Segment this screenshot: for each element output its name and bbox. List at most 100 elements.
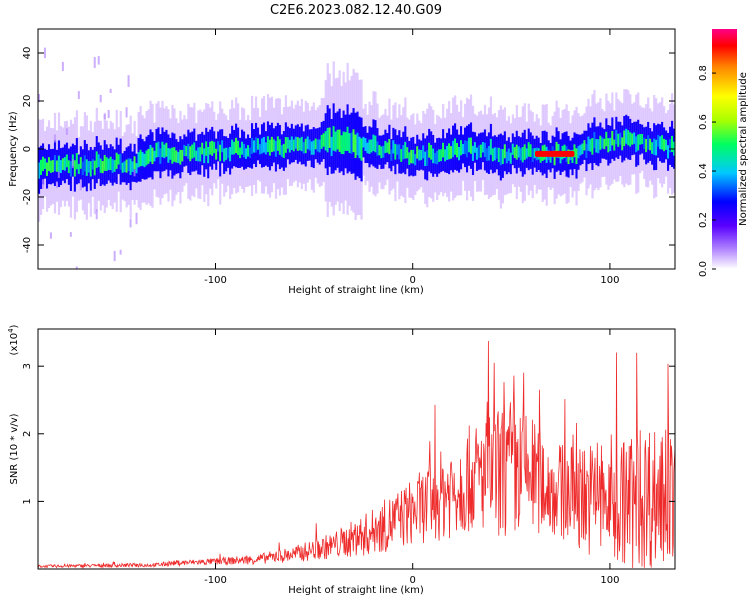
heatmap-core xyxy=(448,143,451,160)
heatmap-core xyxy=(59,160,63,174)
heatmap-core xyxy=(39,159,43,175)
heatmap-core xyxy=(163,144,166,159)
heatmap-core xyxy=(119,153,122,170)
heatmap-core xyxy=(595,139,598,153)
spectrogram-x-tick-label: -100 xyxy=(204,275,227,286)
heatmap-core xyxy=(113,160,116,172)
heatmap-core xyxy=(221,140,224,153)
heatmap-core xyxy=(382,145,385,158)
heatmap-noise xyxy=(43,47,46,59)
heatmap-core xyxy=(390,149,393,161)
heatmap-core xyxy=(579,144,582,156)
heatmap-noise xyxy=(93,57,96,68)
heatmap-core xyxy=(201,142,204,155)
heatmap-core xyxy=(344,132,347,151)
heatmap-core xyxy=(141,152,144,166)
heatmap-core xyxy=(559,150,562,164)
heatmap-core xyxy=(45,162,49,176)
heatmap-core xyxy=(408,152,411,165)
heatmap-core xyxy=(97,154,100,168)
heatmap-core xyxy=(262,136,266,153)
colorbar: 0.0 0.2 0.4 0.6 0.8 Normalized spectral ampl… xyxy=(698,29,749,277)
heatmap-core xyxy=(181,149,184,162)
heatmap-core xyxy=(487,145,491,161)
heatmap-noise xyxy=(99,94,102,103)
heatmap-core xyxy=(619,132,622,145)
heatmap-core xyxy=(507,148,510,161)
heatmap-core xyxy=(467,137,471,153)
heatmap-core xyxy=(332,126,335,151)
heatmap-noise xyxy=(109,88,112,93)
heatmap-noise xyxy=(77,91,80,100)
heatmap-core xyxy=(422,145,425,159)
spectrogram-panel: -100 0 100 40 20 0 -20 -40 Height of straight l… xyxy=(8,28,676,296)
heatmap-core xyxy=(446,145,449,160)
heatmap-core xyxy=(475,147,479,160)
heatmap-core xyxy=(296,137,299,151)
heatmap-noise xyxy=(49,232,52,239)
spectrogram-y-tick-label: 20 xyxy=(22,95,33,108)
heatmap-core xyxy=(237,140,240,155)
colorbar-gradient xyxy=(712,29,737,269)
heatmap-core xyxy=(465,140,469,158)
heatmap-core xyxy=(637,134,640,151)
heatmap-core xyxy=(312,140,315,155)
heatmap-core xyxy=(241,141,244,155)
colorbar-tick-label: 0.6 xyxy=(698,114,709,130)
heatmap-core xyxy=(133,156,136,170)
heatmap-core xyxy=(167,148,170,163)
colorbar-label: Normalized spectral amplitude xyxy=(738,72,749,226)
heatmap-core xyxy=(489,138,493,155)
heatmap-core xyxy=(302,142,305,154)
heatmap-core xyxy=(79,157,82,169)
heatmap-core xyxy=(67,160,71,174)
heatmap-noise xyxy=(113,250,116,262)
heatmap-core xyxy=(553,150,556,166)
heatmap-core xyxy=(105,157,108,172)
heatmap-core xyxy=(380,146,383,159)
heatmap-core xyxy=(527,142,530,157)
heatmap-core xyxy=(360,138,363,161)
heatmap-core xyxy=(173,147,176,162)
heatmap-core xyxy=(57,155,61,172)
heatmap-noise xyxy=(129,218,132,228)
snr-y-tick-label: 3 xyxy=(22,363,33,369)
heatmap-core xyxy=(667,145,670,159)
heatmap-core xyxy=(366,142,369,154)
heatmap-core xyxy=(597,139,600,154)
heatmap-core xyxy=(442,142,445,158)
heatmap-core xyxy=(358,136,361,159)
heatmap-core xyxy=(515,144,518,160)
heatmap-core xyxy=(286,137,290,149)
heatmap-core xyxy=(657,134,660,147)
heatmap-core xyxy=(473,142,477,153)
heatmap-core xyxy=(342,131,345,155)
heatmap-core xyxy=(195,150,198,161)
heatmap-core xyxy=(495,147,499,159)
heatmap-core xyxy=(426,150,429,166)
heatmap-core xyxy=(346,126,349,151)
heatmap-noise xyxy=(125,107,128,118)
heatmap-core xyxy=(639,133,642,145)
heatmap-core xyxy=(320,134,323,149)
heatmap-core xyxy=(533,148,536,159)
heatmap-core xyxy=(589,139,592,152)
heatmap-peak-segment xyxy=(534,150,575,157)
heatmap-core xyxy=(308,139,311,151)
heatmap-core xyxy=(300,136,303,152)
heatmap-core xyxy=(103,154,106,171)
snr-x-tick-label: -100 xyxy=(204,575,227,586)
heatmap-core xyxy=(523,144,526,160)
spectrogram-y-label: Frequency (Hz) xyxy=(8,111,19,187)
heatmap-core xyxy=(89,161,92,177)
heatmap-noise xyxy=(133,169,136,177)
heatmap-core xyxy=(249,147,252,159)
spectrogram-y-tick-label: 40 xyxy=(22,47,33,60)
heatmap-core xyxy=(593,132,596,149)
heatmap-core xyxy=(310,141,313,155)
snr-frame xyxy=(37,328,676,570)
heatmap-core xyxy=(292,139,295,152)
heatmap-core xyxy=(557,143,560,158)
heatmap-core xyxy=(278,139,282,155)
heatmap-core xyxy=(350,132,353,155)
